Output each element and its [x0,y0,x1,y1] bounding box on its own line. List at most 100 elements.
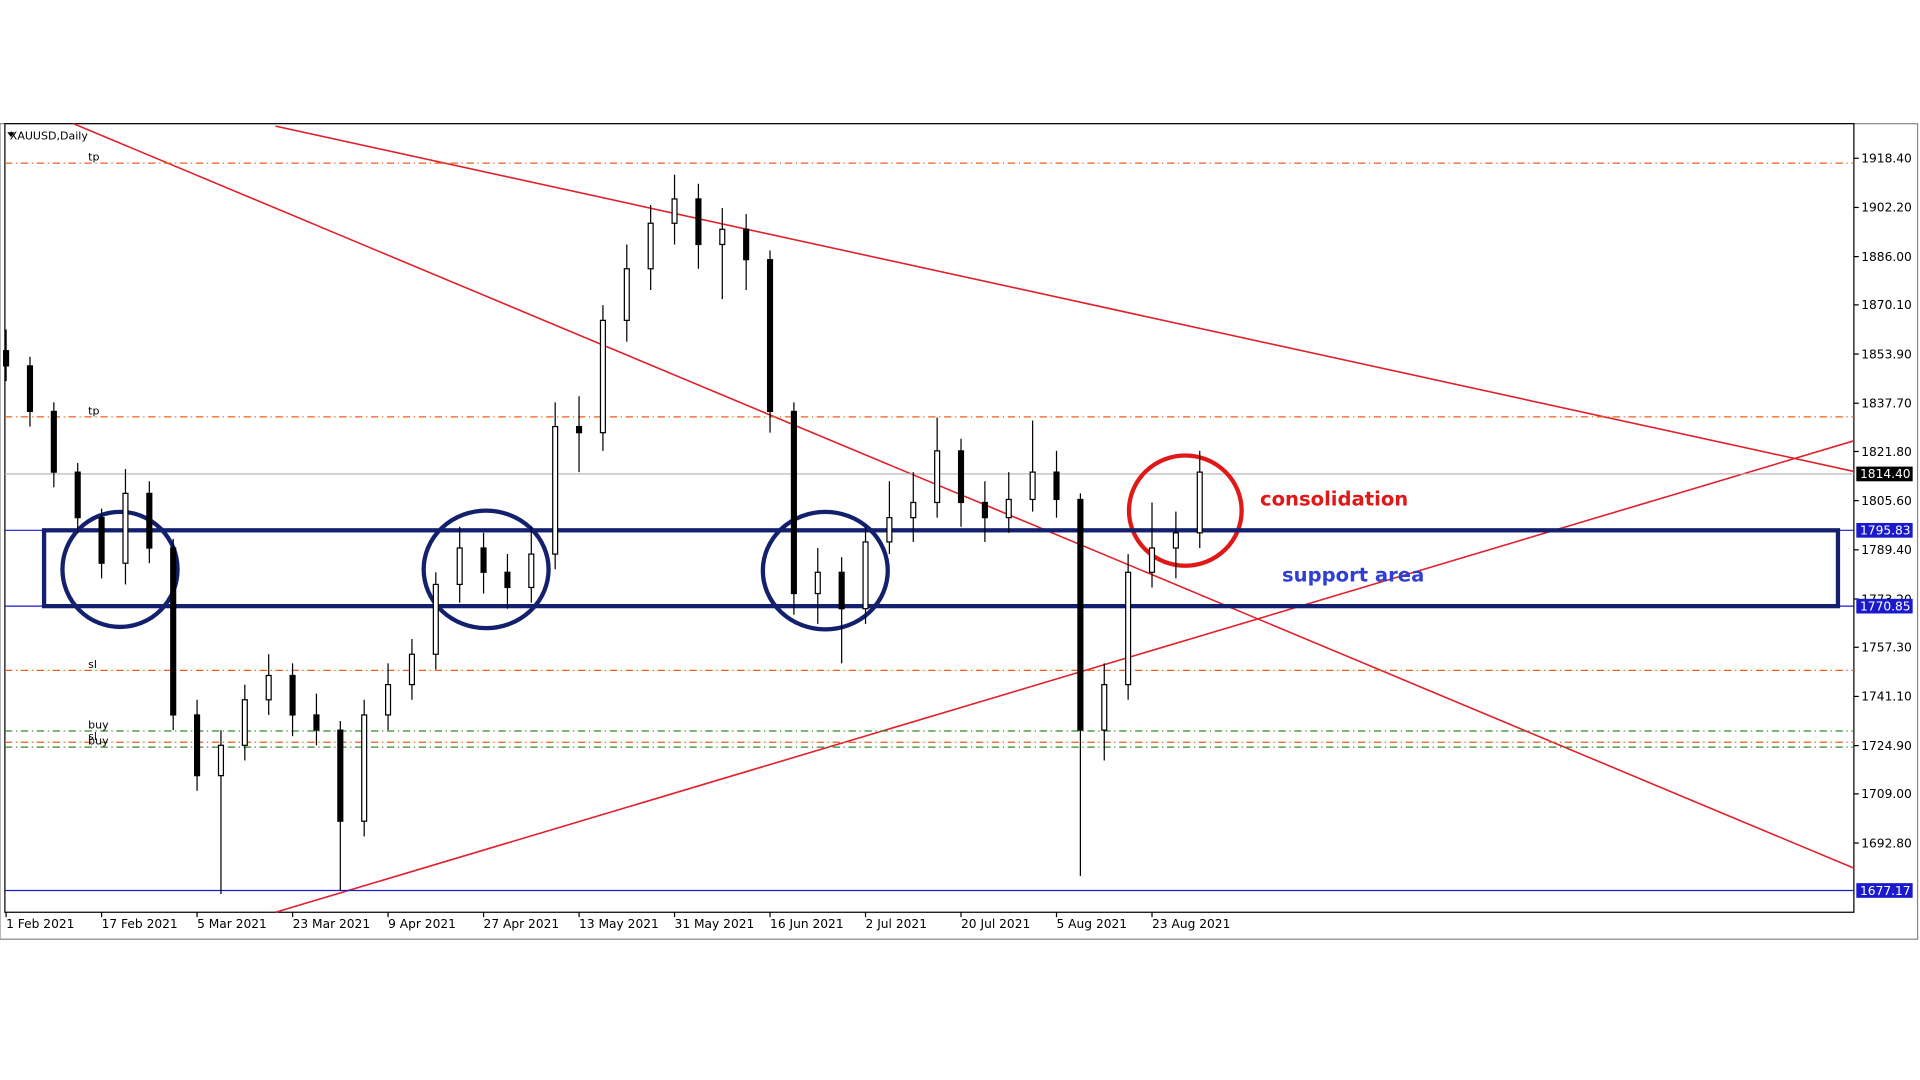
candle-body [528,553,535,589]
price-badge [1856,466,1913,482]
x-tick-label: 31 May 2021 [675,917,755,931]
candle-body [432,583,439,655]
price-badge-label: 1677.17 [1860,884,1911,898]
x-tick-label: 2 Jul 2021 [866,917,927,931]
candle-body [743,228,750,261]
candle-body [766,259,774,413]
y-tick-label: 1724.90 [1861,739,1912,753]
order-label: sl [88,730,97,743]
candle-body [26,365,34,413]
candle-body [1172,532,1179,549]
candle-body [599,319,606,434]
x-tick-label: 9 Apr 2021 [388,917,456,931]
order-label: buy [88,735,109,748]
price-badge-label: 1795.83 [1860,524,1911,538]
price-badge [1856,598,1913,614]
candle-body [98,517,105,564]
candle-body [1196,471,1203,534]
candle-body [361,714,368,822]
candle-body [790,410,797,595]
order-label: tp [88,151,99,164]
annotation: support area [1282,564,1424,587]
drawings [60,453,1244,632]
candle-body [74,471,81,519]
candle-body [1005,498,1012,519]
candle-body [217,744,225,777]
candle-body [122,492,129,564]
price-badge-label: 1770.85 [1860,599,1911,613]
y-tick-label: 1886.00 [1861,250,1912,264]
y-tick-label: 1805.60 [1861,494,1912,508]
trendline [275,440,1855,914]
candle-body [814,571,821,595]
order-label: sl [88,658,97,671]
order-label: buy [88,719,109,732]
candle-body [504,571,511,589]
candle-body [671,198,678,224]
price-badge-label: 1814.40 [1860,467,1911,481]
y-tick-label: 1918.40 [1861,152,1912,166]
y-tick-label: 1902.20 [1861,201,1912,215]
chart-symbol: XAUUSD,Daily [10,130,89,143]
candle-body [575,425,583,434]
trendline [275,125,1855,473]
x-tick-label: 16 Jun 2021 [770,917,844,931]
candle-body [695,198,702,246]
candle-body [1148,547,1156,573]
candle-body [862,541,869,610]
y-tick-label: 1709.00 [1861,787,1912,801]
x-tick-label: 1 Feb 2021 [6,917,74,931]
candle-body [623,268,630,321]
circle [60,509,180,630]
x-tick-label: 5 Aug 2021 [1057,917,1128,931]
candle-body [194,714,201,777]
candle-body [838,571,845,610]
candle-body [385,683,392,716]
y-tick-label: 1789.40 [1861,543,1912,557]
y-tick-label: 1837.70 [1861,397,1912,411]
x-tick-label: 13 May 2021 [579,917,659,931]
x-tick-label: 17 Feb 2021 [102,917,178,931]
x-tick-label: 23 Aug 2021 [1152,917,1230,931]
price-badge [1856,883,1913,898]
candle-body [456,547,463,586]
x-tick-label: 23 Mar 2021 [293,917,371,931]
y-tick-label: 1741.10 [1861,690,1912,704]
candle-body [886,517,893,543]
x-tick-label: 5 Mar 2021 [197,917,267,931]
candle-body [934,450,941,504]
candle-body [1125,571,1132,686]
candle-body [1101,683,1108,731]
candle-body [647,222,654,270]
y-tick-label: 1692.80 [1861,836,1912,850]
circle [760,509,890,632]
candle-body [3,350,10,367]
candle-body [1029,471,1036,501]
candle-body [265,674,272,701]
candle-body [480,547,487,573]
candle-body [981,501,988,519]
candle-body [170,547,177,716]
candle-body [146,492,153,549]
circle [1126,453,1244,568]
order-label: tp [88,404,99,417]
candle-body [1053,471,1060,501]
price-badge [1856,522,1913,538]
candle-body [957,450,965,504]
candle-body [337,729,344,822]
candle-body [50,410,57,473]
candle-body [289,674,296,716]
x-tick-label: 27 Apr 2021 [484,917,560,931]
circle [421,508,551,631]
candle-body [719,228,726,246]
candle-body [910,501,917,519]
menu-arrow [7,132,15,138]
candle-body [1077,498,1084,731]
y-tick-label: 1757.30 [1861,641,1912,655]
y-tick-label: 1821.80 [1861,445,1912,459]
support-zone [41,528,1841,609]
y-tick-label: 1853.90 [1861,347,1912,361]
plot-area [4,123,1855,913]
y-tick-label: 1870.10 [1861,298,1912,312]
